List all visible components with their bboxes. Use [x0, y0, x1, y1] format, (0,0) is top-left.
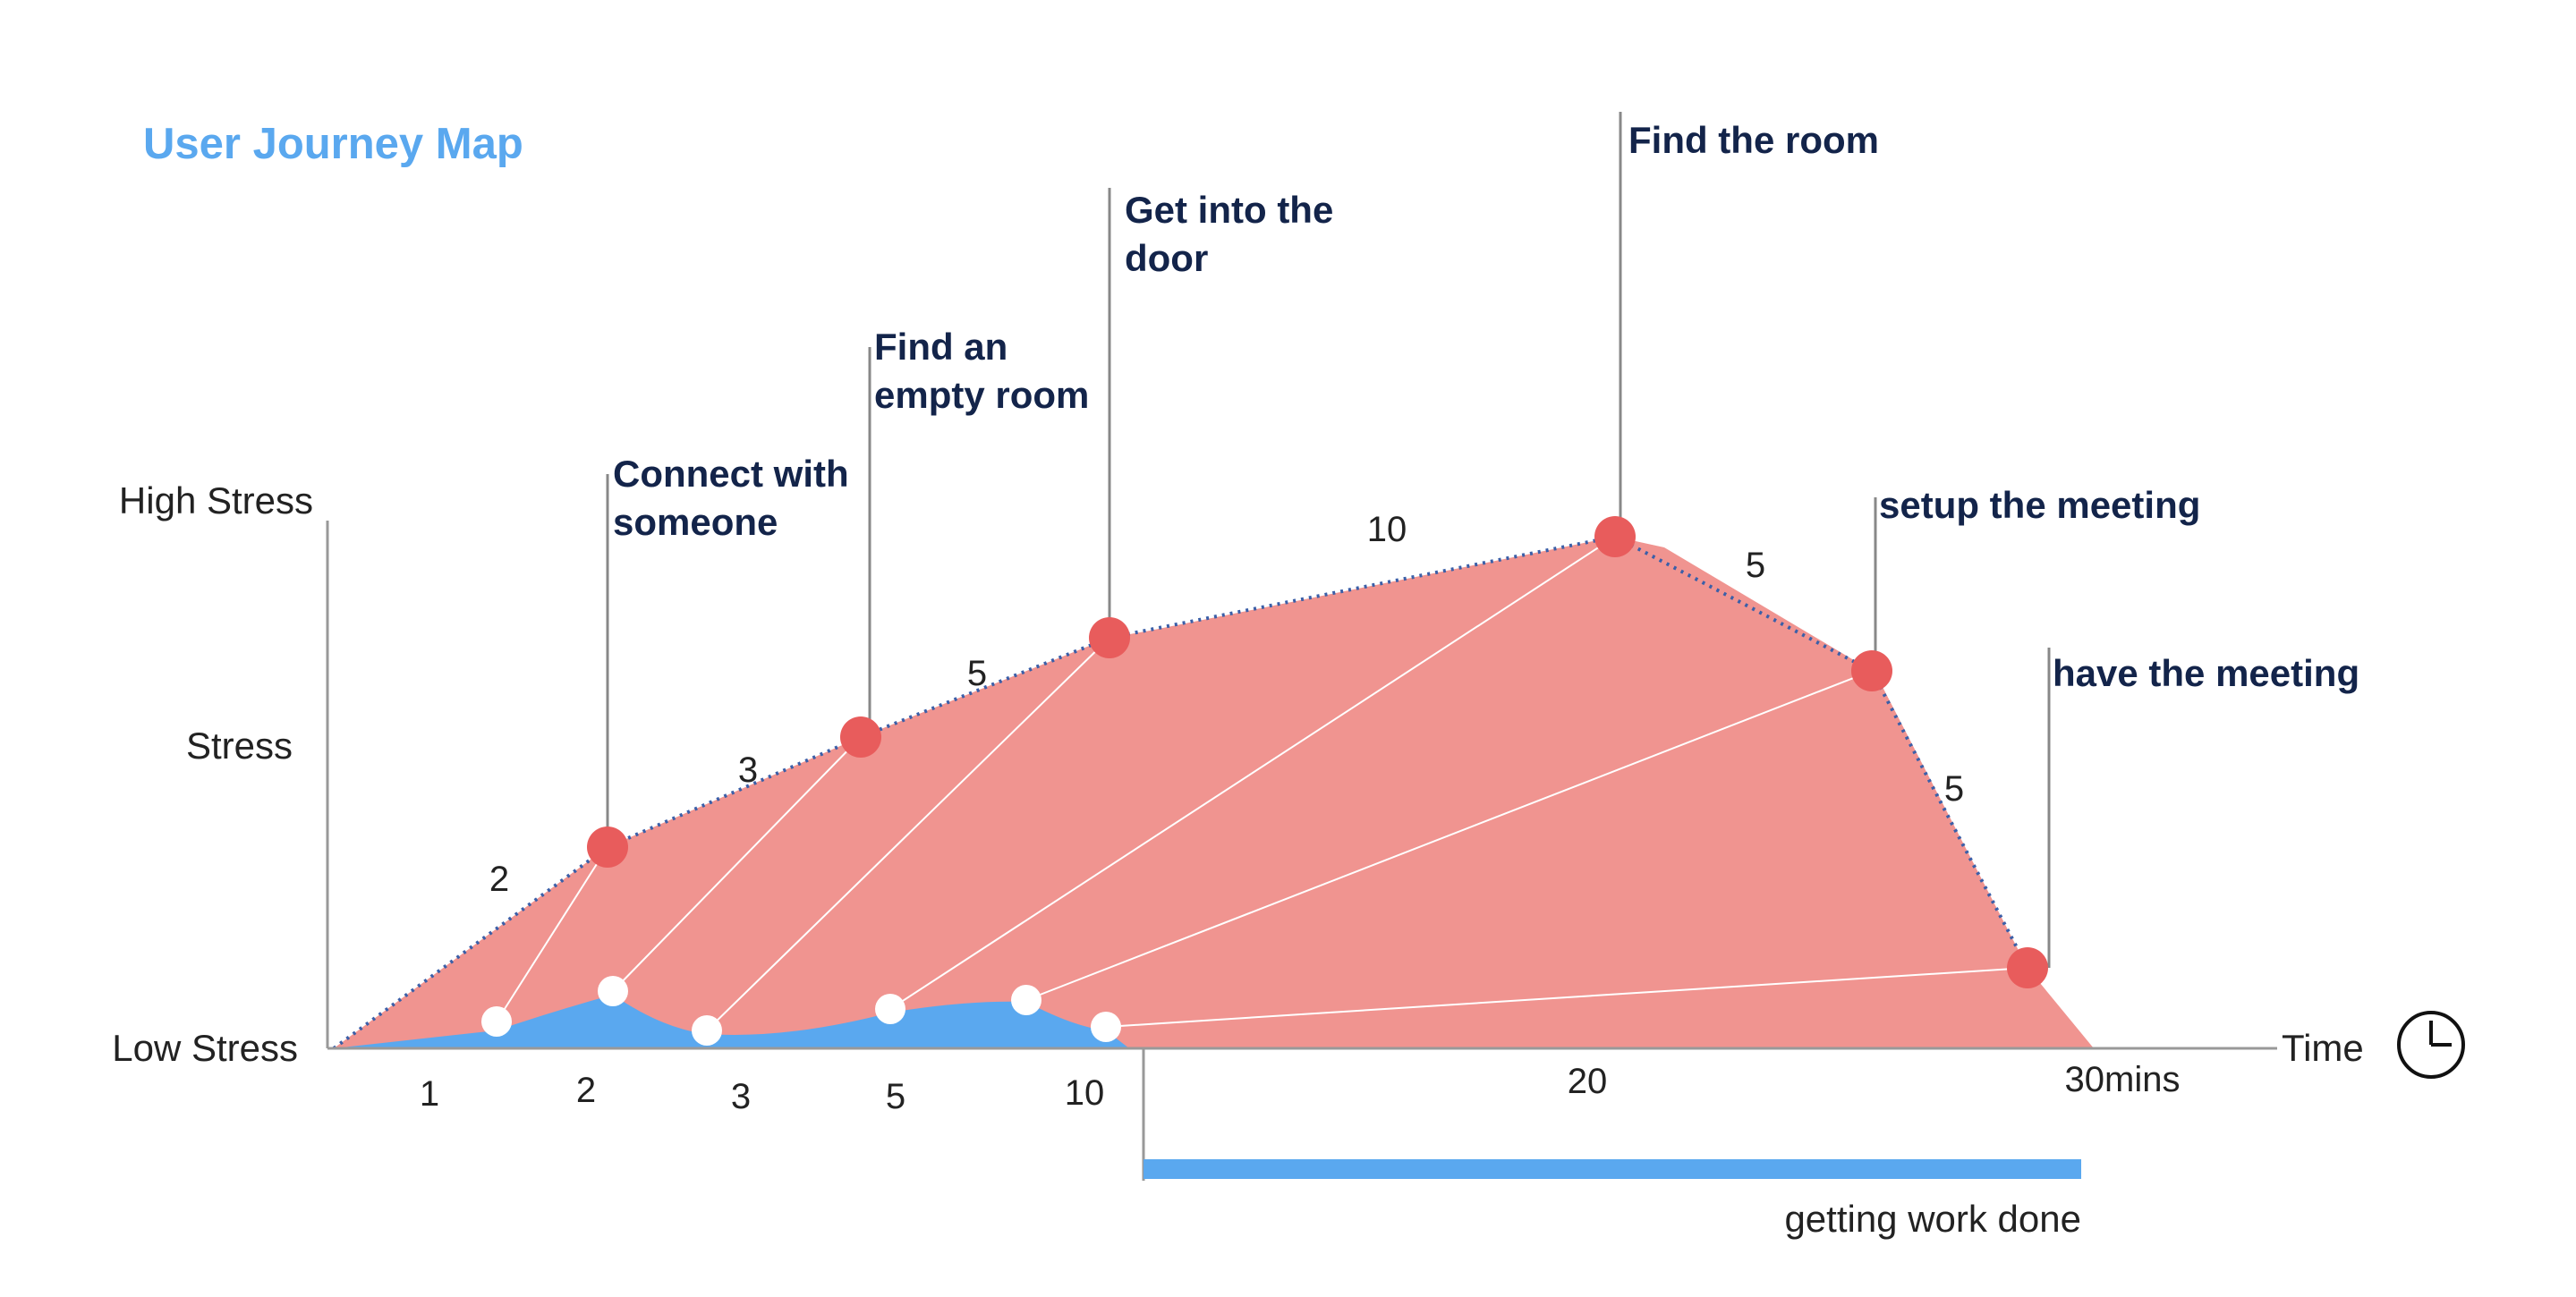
- step-label-4: Find the room: [1628, 119, 1879, 161]
- connector-lines: [496, 536, 2028, 1031]
- phase-label: getting work done: [1784, 1198, 2081, 1240]
- step-dots: [587, 516, 2048, 988]
- x-tick-3: 3: [731, 1077, 751, 1116]
- baseline-dot-1: [481, 1006, 512, 1037]
- baseline-dots: [481, 976, 1121, 1046]
- baseline-area: [334, 995, 1129, 1048]
- baseline-dot-5: [1011, 985, 1041, 1015]
- x-axis-label: Time: [2282, 1027, 2364, 1069]
- step-dot-4: [1594, 516, 1636, 557]
- segment-label-2: 3: [738, 750, 758, 790]
- clock-icon: [2397, 1011, 2465, 1079]
- x-tick-4: 5: [886, 1077, 905, 1116]
- segment-label-1: 2: [489, 860, 509, 899]
- x-tick-1: 1: [420, 1074, 439, 1114]
- step-label-1: Connect with someone: [613, 453, 859, 543]
- step-dot-3: [1089, 617, 1130, 658]
- step-label-2: Find an empty room: [874, 326, 1089, 416]
- step-dot-2: [840, 716, 881, 758]
- baseline-dot-2: [598, 976, 628, 1006]
- x-tick-7: 30mins: [2065, 1060, 2181, 1099]
- step-dot-1: [587, 827, 628, 868]
- step-leaders: [606, 112, 2051, 968]
- x-tick-6: 20: [1568, 1062, 1608, 1101]
- page-title: User Journey Map: [143, 120, 523, 168]
- phase-bar: [1143, 1159, 2081, 1179]
- step-label-5: setup the meeting: [1879, 484, 2200, 526]
- segment-label-4: 10: [1367, 510, 1407, 549]
- segment-label-3: 5: [967, 654, 987, 693]
- y-label-high: High Stress: [119, 479, 313, 521]
- y-label-low: Low Stress: [112, 1027, 298, 1069]
- stress-area: [334, 537, 2094, 1048]
- baseline-dot-4: [875, 994, 905, 1024]
- segment-label-5: 5: [1746, 546, 1765, 585]
- step-label-6: have the meeting: [2053, 652, 2359, 694]
- x-tick-2: 2: [576, 1071, 596, 1110]
- step-dot-5: [1851, 650, 1892, 691]
- y-label-mid: Stress: [186, 725, 293, 767]
- baseline-dot-6: [1091, 1012, 1121, 1042]
- x-tick-5: 10: [1065, 1073, 1105, 1113]
- step-dot-6: [2007, 947, 2048, 988]
- step-label-3: Get into the door: [1125, 189, 1344, 279]
- baseline-dot-3: [692, 1015, 722, 1046]
- segment-label-6: 5: [1944, 769, 1964, 809]
